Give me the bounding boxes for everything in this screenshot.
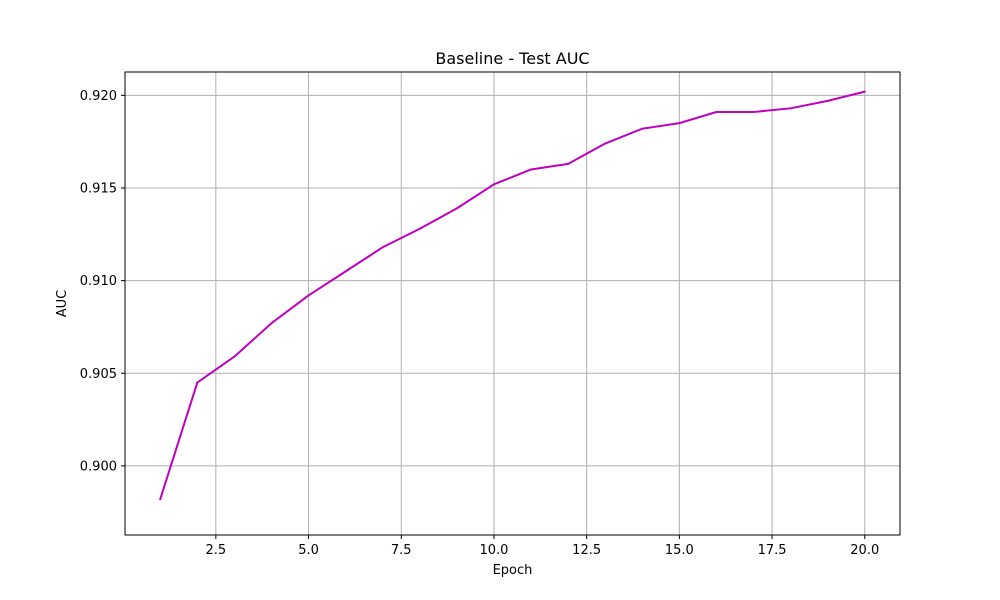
y-tick-label: 0.920: [80, 89, 117, 104]
auc-data-point: [159, 498, 162, 501]
ticks: 2.5 5.0 7.5 10.0 12.5 15.0 17.5 20.0 0.900 0.905 0…: [80, 89, 879, 558]
x-tick-label: 17.5: [758, 543, 787, 558]
auc-data-point: [233, 355, 236, 358]
auc-data-point: [678, 122, 681, 125]
auc-data-point: [270, 322, 273, 325]
grid: [125, 72, 900, 535]
auc-data-point: [752, 111, 755, 114]
auc-data-point: [641, 127, 644, 130]
y-tick-label: 0.915: [80, 181, 117, 196]
x-axis-title: Epoch: [493, 563, 533, 578]
x-tick-label: 12.5: [572, 543, 601, 558]
auc-data-point: [715, 111, 718, 114]
auc-data-point: [789, 107, 792, 110]
x-tick-label: 15.0: [665, 543, 694, 558]
auc-data-point: [604, 142, 607, 145]
y-tick-label: 0.910: [80, 274, 117, 289]
auc-data-point: [567, 162, 570, 165]
x-tick-label: 2.5: [206, 543, 227, 558]
auc-data-point: [344, 270, 347, 273]
auc-data-point: [455, 207, 458, 210]
auc-series-line: [159, 90, 866, 500]
auc-data-point: [530, 168, 533, 171]
x-tick-label: 7.5: [391, 543, 412, 558]
x-tick-label: 5.0: [298, 543, 319, 558]
series-layer: [159, 90, 866, 501]
y-tick-label: 0.900: [80, 459, 117, 474]
auc-data-point: [418, 227, 421, 230]
y-axis-title: AUC: [55, 290, 70, 318]
auc-data-point: [826, 99, 829, 102]
auc-data-point: [492, 183, 495, 186]
chart-title: Baseline - Test AUC: [435, 49, 589, 68]
y-tick-label: 0.905: [80, 367, 117, 382]
x-tick-label: 10.0: [479, 543, 508, 558]
auc-data-point: [381, 246, 384, 249]
auc-data-point: [196, 381, 199, 384]
auc-data-point: [307, 294, 310, 297]
plot-frame: [124, 71, 901, 536]
x-tick-label: 20.0: [850, 543, 879, 558]
auc-data-point: [863, 90, 866, 93]
